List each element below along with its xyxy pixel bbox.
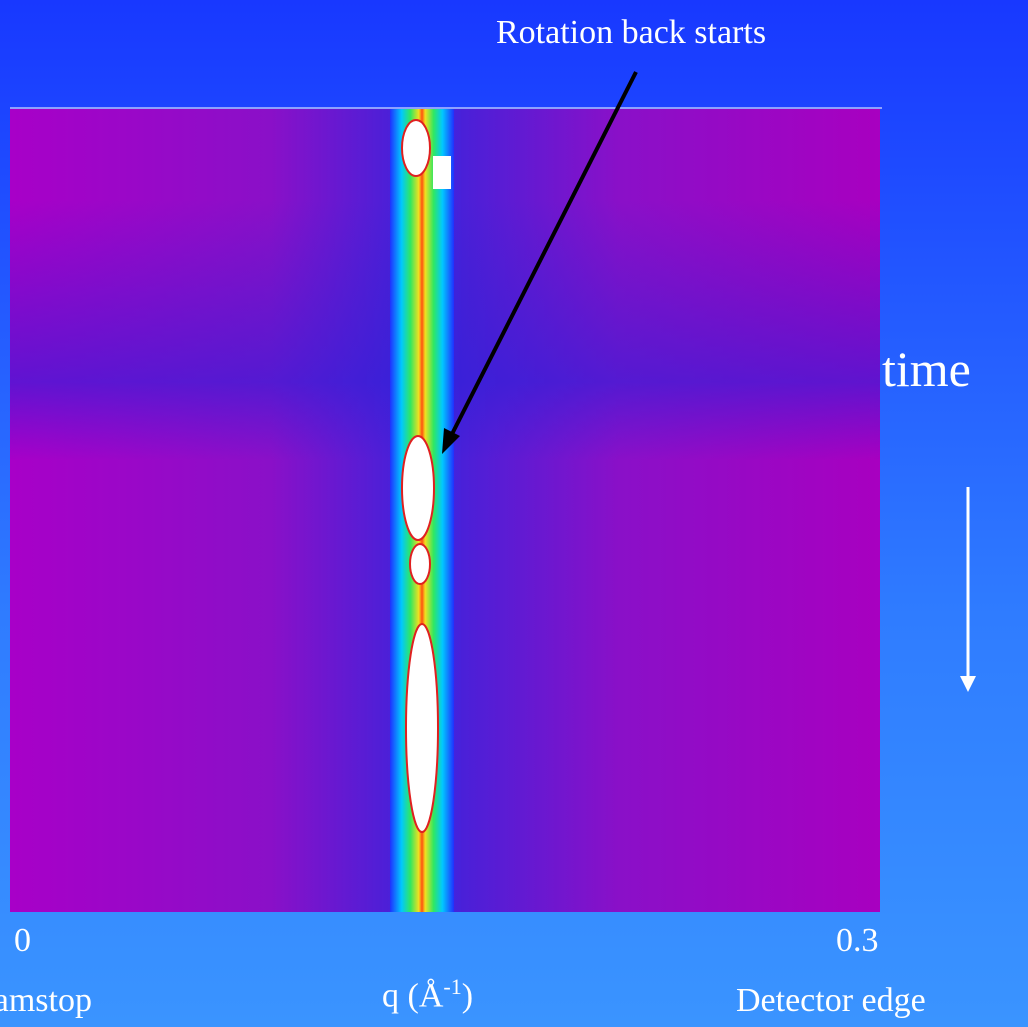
x-min-label: 0 <box>14 922 31 959</box>
blob <box>401 435 435 541</box>
time-label: time <box>882 341 971 397</box>
annotation-arrow <box>448 71 638 439</box>
blob <box>409 543 431 585</box>
blob <box>433 156 451 189</box>
arrow-head <box>442 428 460 454</box>
label-text: q (Å <box>382 977 444 1015</box>
arrow-head <box>960 676 976 692</box>
blob <box>405 623 439 833</box>
x-min-caption: Beamstop <box>0 982 92 1019</box>
label-text: ) <box>461 977 474 1015</box>
x-axis-label: q (Å-1) <box>382 976 473 1013</box>
annotation: Rotation back starts <box>496 14 767 51</box>
blob <box>401 119 431 177</box>
x-max-label: 0.3 <box>836 922 879 959</box>
x-max-caption: Detector edge <box>736 982 926 1019</box>
label-superscript: -1 <box>443 974 462 999</box>
